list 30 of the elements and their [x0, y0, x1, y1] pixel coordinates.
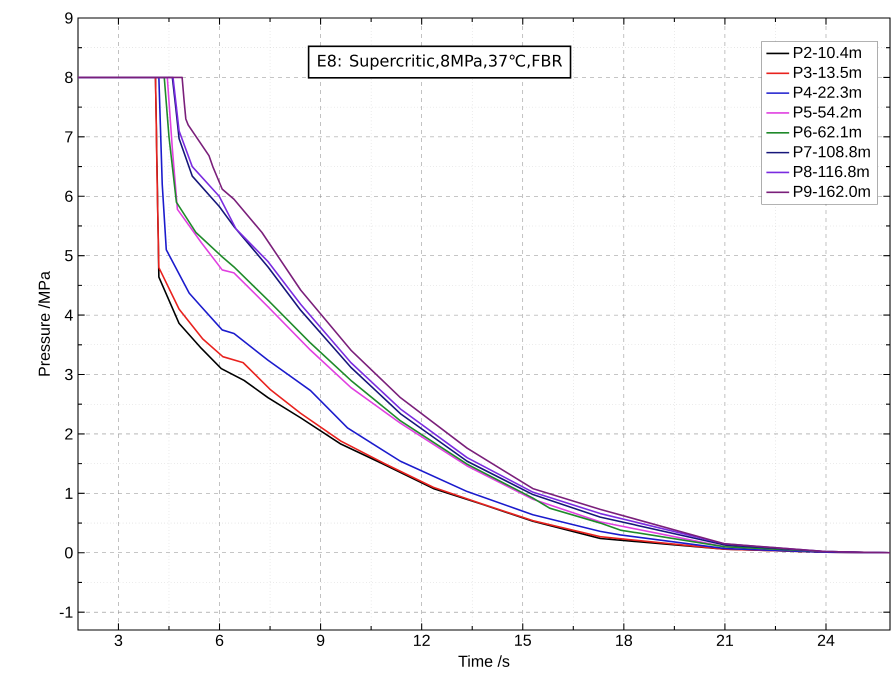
y-tick-label: 7 [65, 131, 72, 142]
legend-label: P4-22.3m [794, 86, 861, 98]
y-tick-label: 1 [66, 488, 73, 499]
x-tick-label: 21 [716, 634, 734, 646]
y-tick-label: 3 [65, 368, 73, 380]
legend-label: P5-54.2m [794, 106, 861, 118]
annotation: E8: Supercritic,8MPa,37℃,FBR [318, 54, 562, 70]
y-axis-title: Pressure /MPa [38, 271, 50, 376]
y-tick-label: 2 [65, 428, 72, 440]
x-axis-title: Time /s [458, 655, 510, 667]
legend-label: P8-116.8m [794, 166, 869, 178]
y-tick-label: 4 [64, 310, 73, 321]
legend-label: P2-10.4m [794, 46, 861, 58]
legend-label: P7-108.8m [794, 146, 870, 158]
x-tick-label: 12 [414, 634, 430, 646]
x-tick-label: 15 [515, 634, 531, 646]
y-tick-label: -1 [60, 606, 73, 618]
y-tick-label: 9 [65, 12, 73, 24]
legend-label: P6-62.1m [794, 126, 861, 138]
y-tick-label: 8 [65, 72, 73, 84]
x-tick-label: 6 [216, 634, 224, 646]
x-tick-label: 9 [316, 634, 324, 646]
x-tick-label: 18 [616, 634, 632, 646]
y-tick-label: 5 [65, 250, 73, 262]
x-tick-label: 3 [114, 634, 122, 646]
legend-label: P9-162.0m [794, 186, 870, 198]
y-tick-label: 0 [65, 547, 73, 558]
x-tick-label: 24 [818, 634, 834, 646]
legend-label: P3-13.5m [794, 66, 861, 78]
y-tick-label: 6 [65, 190, 73, 202]
